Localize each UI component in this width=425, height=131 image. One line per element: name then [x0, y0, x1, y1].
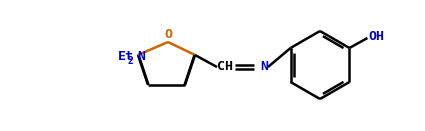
Text: OH: OH	[368, 31, 385, 43]
Text: O: O	[164, 28, 172, 41]
Text: Et: Et	[118, 50, 134, 62]
Text: N: N	[260, 61, 268, 73]
Text: 2: 2	[128, 56, 134, 66]
Text: CH: CH	[217, 61, 233, 73]
Text: N: N	[137, 50, 145, 62]
